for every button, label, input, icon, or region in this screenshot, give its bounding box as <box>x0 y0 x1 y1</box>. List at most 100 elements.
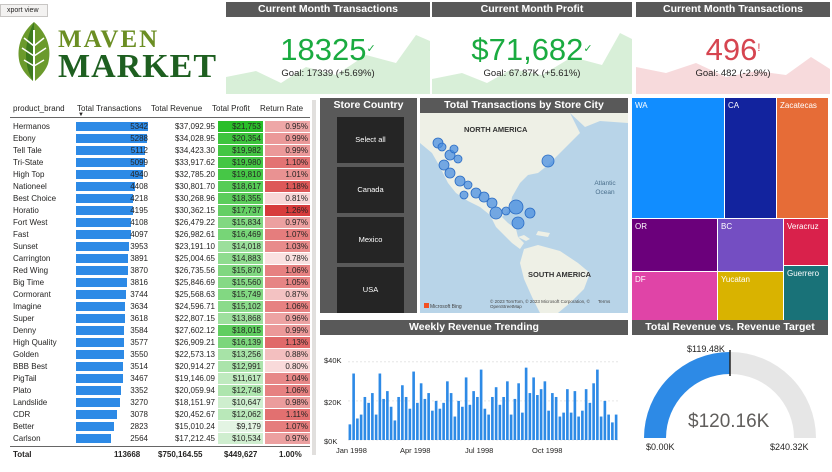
table-row[interactable]: PigTail 3467 $19,146.09 $11,617 1.04% <box>10 373 310 384</box>
revenue-bar[interactable] <box>446 381 449 440</box>
revenue-bar[interactable] <box>401 385 404 440</box>
table-row[interactable]: Ebony 5288 $34,028.95 $20,354 0.99% <box>10 133 310 144</box>
col-header-return-rate[interactable]: Return Rate <box>260 104 304 113</box>
table-row[interactable]: Best Choice 4218 $30,268.96 $18,355 0.81% <box>10 193 310 204</box>
revenue-bar[interactable] <box>611 422 614 440</box>
revenue-bar[interactable] <box>419 383 423 440</box>
table-row[interactable]: Tell Tale 5112 $34,423.30 $19,982 0.99% <box>10 145 310 156</box>
treemap-cell[interactable]: Zacatecas <box>777 98 828 218</box>
store-country-slicer[interactable]: Select all Canada Mexico USA <box>320 113 417 313</box>
revenue-bar[interactable] <box>588 402 592 440</box>
revenue-bar[interactable] <box>581 410 584 440</box>
revenue-bar[interactable] <box>502 396 505 440</box>
table-row[interactable]: High Quality 3577 $26,909.21 $16,139 1.13% <box>10 337 310 348</box>
col-header-profit[interactable]: Total Profit <box>212 104 250 113</box>
table-row[interactable]: Plato 3352 $20,059.94 $12,748 1.06% <box>10 385 310 396</box>
revenue-bar[interactable] <box>569 412 573 440</box>
revenue-bar[interactable] <box>412 371 415 440</box>
revenue-bar[interactable] <box>479 369 483 440</box>
slicer-option-mexico[interactable]: Mexico <box>337 217 404 263</box>
table-row[interactable]: Super 3618 $22,807.15 $13,868 0.96% <box>10 313 310 324</box>
treemap-cell[interactable]: BC <box>718 219 783 271</box>
revenue-bar[interactable] <box>539 389 543 440</box>
treemap-cell[interactable]: DF <box>632 272 717 320</box>
revenue-bar[interactable] <box>367 402 370 440</box>
table-row[interactable]: High Top 4940 $32,785.20 $19,810 1.01% <box>10 169 310 180</box>
revenue-bar[interactable] <box>614 414 618 440</box>
revenue-bar[interactable] <box>506 381 509 440</box>
table-row[interactable]: Carlson 2564 $17,212.45 $10,534 0.97% <box>10 433 310 444</box>
treemap-cell[interactable]: Veracruz <box>784 219 828 265</box>
revenue-bar[interactable] <box>558 416 562 440</box>
revenue-bar[interactable] <box>397 396 400 440</box>
revenue-bar[interactable] <box>416 402 419 440</box>
revenue-bar[interactable] <box>468 404 472 440</box>
table-row[interactable]: Cormorant 3744 $25,568.63 $15,749 0.87% <box>10 289 310 300</box>
revenue-bar[interactable] <box>472 391 475 440</box>
revenue-gauge[interactable]: $119.48K $120.16K $0.00K $240.32K <box>630 334 830 462</box>
store-city-map[interactable]: NORTH AMERICA SOUTH AMERICA Atlantic Oce… <box>420 113 628 313</box>
weekly-revenue-chart[interactable]: $40K $20K $0K Jan 1998 Apr 1998 Jul 1998… <box>318 334 628 462</box>
revenue-bar[interactable] <box>356 418 359 440</box>
revenue-bar[interactable] <box>551 393 554 440</box>
revenue-bar[interactable] <box>404 396 408 440</box>
table-row[interactable]: Tri-State 5099 $33,917.62 $19,980 1.10% <box>10 157 310 168</box>
col-header-brand[interactable]: product_brand <box>13 104 65 113</box>
revenue-bar[interactable] <box>389 406 393 440</box>
revenue-bar[interactable] <box>464 377 468 440</box>
revenue-bar[interactable] <box>461 406 464 440</box>
revenue-bar[interactable] <box>476 396 479 440</box>
table-row[interactable]: BBB Best 3514 $20,914.27 $12,991 0.80% <box>10 361 310 372</box>
table-row[interactable]: Fort West 4108 $26,479.22 $15,834 0.97% <box>10 217 310 228</box>
revenue-bar[interactable] <box>562 412 565 440</box>
table-row[interactable]: Landslide 3270 $18,151.97 $10,647 0.98% <box>10 397 310 408</box>
export-view-tab[interactable]: xport view <box>0 4 48 17</box>
revenue-bar[interactable] <box>371 393 374 440</box>
revenue-bar[interactable] <box>498 404 502 440</box>
col-header-transactions[interactable]: Total Transactions <box>77 104 142 113</box>
revenue-bar[interactable] <box>509 414 513 440</box>
table-row[interactable]: Golden 3550 $22,573.13 $13,256 0.88% <box>10 349 310 360</box>
revenue-bar[interactable] <box>431 410 434 440</box>
treemap-cell[interactable]: OR <box>632 219 717 271</box>
kpi-card-returns[interactable]: Current Month Transactions 496! Goal: 48… <box>636 2 830 94</box>
revenue-bar[interactable] <box>528 393 532 440</box>
revenue-bar[interactable] <box>596 369 599 440</box>
revenue-bar[interactable] <box>374 414 378 440</box>
revenue-bar[interactable] <box>521 412 524 440</box>
revenue-bar[interactable] <box>517 383 520 440</box>
table-row[interactable]: Big Time 3816 $25,846.69 $15,560 1.05% <box>10 277 310 288</box>
treemap-cell[interactable]: Guerrero <box>784 266 828 320</box>
revenue-bar[interactable] <box>449 393 453 440</box>
slicer-option-usa[interactable]: USA <box>337 267 404 313</box>
revenue-bar[interactable] <box>607 414 610 440</box>
revenue-bar[interactable] <box>352 373 355 440</box>
revenue-bar[interactable] <box>599 416 603 440</box>
treemap-cell[interactable]: WA <box>632 98 724 218</box>
treemap-cell[interactable]: Yucatan <box>718 272 783 320</box>
revenue-bar[interactable] <box>434 400 438 440</box>
revenue-bar[interactable] <box>524 367 528 440</box>
revenue-bar[interactable] <box>378 373 382 440</box>
revenue-bar[interactable] <box>348 424 352 440</box>
table-row[interactable]: Better 2823 $15,010.24 $9,179 1.07% <box>10 421 310 432</box>
table-row[interactable]: Hermanos 5342 $37,092.95 $21,753 0.95% <box>10 121 310 132</box>
revenue-bar[interactable] <box>457 400 460 440</box>
revenue-bar[interactable] <box>438 408 442 440</box>
table-row[interactable]: Nationeel 4408 $30,801.70 $18,617 1.18% <box>10 181 310 192</box>
table-row[interactable]: Carrington 3891 $25,004.65 $14,883 0.78% <box>10 253 310 264</box>
revenue-bar[interactable] <box>592 383 595 440</box>
revenue-bar[interactable] <box>453 416 457 440</box>
map-terms-link[interactable]: Terms <box>598 299 611 304</box>
revenue-bar[interactable] <box>382 398 385 440</box>
state-treemap[interactable]: WA CA Zacatecas OR BC Veracruz DF Yucata… <box>632 98 828 320</box>
brand-table[interactable]: product_brand Total Transactions Total R… <box>10 100 310 462</box>
revenue-bar[interactable] <box>393 420 397 440</box>
table-row[interactable]: Denny 3584 $27,602.12 $18,015 0.99% <box>10 325 310 336</box>
table-row[interactable]: CDR 3078 $20,452.67 $12,062 1.11% <box>10 409 310 420</box>
revenue-bar[interactable] <box>547 410 550 440</box>
revenue-bar[interactable] <box>603 400 607 440</box>
revenue-bar[interactable] <box>554 396 558 440</box>
revenue-bar[interactable] <box>513 398 517 440</box>
revenue-bar[interactable] <box>423 398 427 440</box>
